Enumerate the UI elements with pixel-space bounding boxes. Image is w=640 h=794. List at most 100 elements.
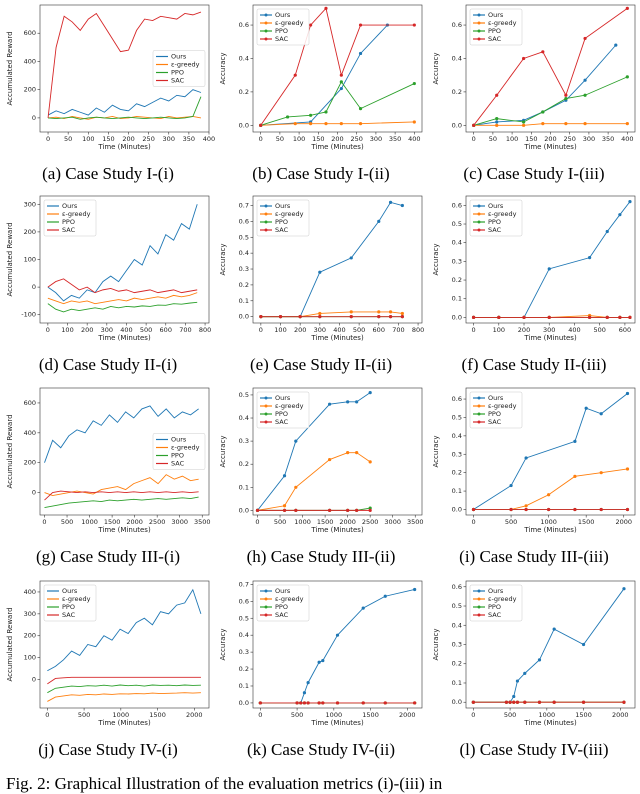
- legend-box: [256, 391, 310, 429]
- x-tick-label: 150: [102, 135, 114, 143]
- legend-label: SAC: [488, 611, 502, 619]
- y-tick-label: 200: [24, 459, 36, 467]
- legend-marker: [477, 204, 481, 208]
- y-axis-label: Accuracy: [219, 436, 227, 468]
- subplot: 0 100 200 300 400 500 600 700 800-1000100200300T…: [6, 195, 211, 374]
- y-tick-label: 300: [24, 200, 36, 208]
- x-tick-label: 500: [61, 518, 73, 526]
- x-tick-label: 350: [602, 135, 614, 143]
- x-tick-label: 0: [255, 518, 259, 526]
- y-tick-label: 0.2: [239, 665, 249, 673]
- subplot: 0 100 200 300 400 500 600 700 800 0.0 0.1 0.2 0.3 0.4…: [219, 195, 424, 374]
- data-point: [541, 110, 545, 114]
- data-point: [515, 700, 520, 704]
- data-point: [293, 122, 297, 126]
- legend-label: SAC: [275, 611, 289, 619]
- y-tick-label: 0.5: [452, 220, 462, 228]
- y-tick-label: 0.3: [239, 265, 249, 273]
- y-tick-label: 0.2: [452, 88, 462, 96]
- legend-label: Ours: [275, 394, 291, 402]
- data-point: [471, 700, 475, 704]
- legend-marker: [477, 404, 481, 408]
- y-tick-label: 0.4: [239, 414, 249, 422]
- data-point: [564, 96, 568, 101]
- legend-marker: [264, 220, 268, 224]
- subfigure-caption: (e) Case Study II-(ii): [250, 355, 392, 374]
- x-tick-label: 150: [312, 135, 324, 143]
- series-line: [47, 588, 202, 672]
- series-line: [48, 116, 202, 120]
- data-point: [605, 229, 609, 234]
- x-tick-label: 600: [619, 326, 631, 334]
- data-point: [361, 606, 365, 610]
- x-tick-label: 1500: [575, 711, 592, 719]
- y-tick-label: 0.6: [239, 21, 249, 29]
- x-axis-label: Time (Minutes): [97, 719, 151, 727]
- y-tick-label: 0.2: [452, 276, 462, 284]
- y-tick-label: 100: [24, 256, 36, 264]
- data-point: [625, 75, 629, 79]
- data-point: [599, 412, 603, 416]
- x-axis-label: Time (Minutes): [310, 526, 364, 534]
- data-point: [522, 123, 526, 127]
- y-tick-label: 0.4: [452, 239, 462, 247]
- y-tick-label: 0: [32, 283, 36, 291]
- data-point: [302, 691, 307, 695]
- legend-box: [469, 199, 523, 237]
- x-tick-label: 500: [593, 326, 605, 334]
- y-axis-label: Accumulated Reward: [6, 31, 14, 105]
- plot-frame: [465, 195, 636, 324]
- x-tick-label: 200: [294, 326, 306, 334]
- legend-label: PPO: [488, 603, 501, 611]
- data-point: [471, 507, 476, 512]
- data-point: [583, 36, 587, 41]
- x-tick-label: 200: [544, 135, 556, 143]
- legend-label: PPO: [275, 27, 288, 35]
- x-tick-label: 800: [412, 326, 424, 334]
- data-point: [412, 120, 416, 124]
- legend-marker: [477, 228, 481, 232]
- legend-label: Ours: [275, 202, 291, 210]
- x-tick-label: 500: [78, 711, 90, 719]
- x-tick-label: 0: [471, 326, 475, 334]
- data-point: [628, 315, 632, 319]
- y-tick-label: 0.3: [239, 648, 249, 656]
- data-point: [537, 700, 542, 704]
- x-tick-label: 2000: [612, 711, 629, 719]
- legend-label: PPO: [275, 410, 288, 418]
- y-tick-label: 0.2: [239, 460, 249, 468]
- legend-label: ε-greedy: [62, 210, 91, 218]
- data-point: [361, 701, 365, 705]
- data-point: [495, 123, 499, 127]
- y-tick-label: 0.0: [452, 698, 462, 706]
- data-point: [628, 200, 632, 204]
- legend-marker: [264, 21, 268, 25]
- series-line: [473, 44, 617, 126]
- x-axis-label: Time (Minutes): [523, 334, 577, 342]
- x-tick-label: 300: [101, 326, 113, 334]
- data-point: [618, 213, 622, 217]
- y-tick-label: 300: [24, 610, 36, 618]
- x-tick-label: 600: [373, 326, 385, 334]
- y-tick-label: 400: [24, 429, 36, 437]
- y-tick-label: 0.6: [452, 395, 462, 403]
- data-point: [625, 467, 630, 471]
- y-axis-label: Accuracy: [219, 244, 227, 276]
- plot-frame: [252, 580, 423, 709]
- x-tick-label: 100: [82, 135, 94, 143]
- data-point: [317, 660, 321, 664]
- legend-marker: [264, 605, 268, 609]
- data-point: [552, 700, 556, 704]
- y-tick-label: 200: [24, 86, 36, 94]
- x-tick-label: 2000: [126, 518, 143, 526]
- legend-marker: [477, 589, 481, 593]
- y-axis-label: Accuracy: [219, 53, 227, 85]
- legend-label: PPO: [171, 452, 184, 460]
- y-axis-label: Accuracy: [432, 53, 440, 85]
- x-tick-label: 0: [46, 135, 50, 143]
- legend-label: PPO: [62, 603, 75, 611]
- x-tick-label: 1500: [362, 711, 379, 719]
- y-tick-label: 0.0: [452, 121, 462, 129]
- data-point: [388, 310, 393, 314]
